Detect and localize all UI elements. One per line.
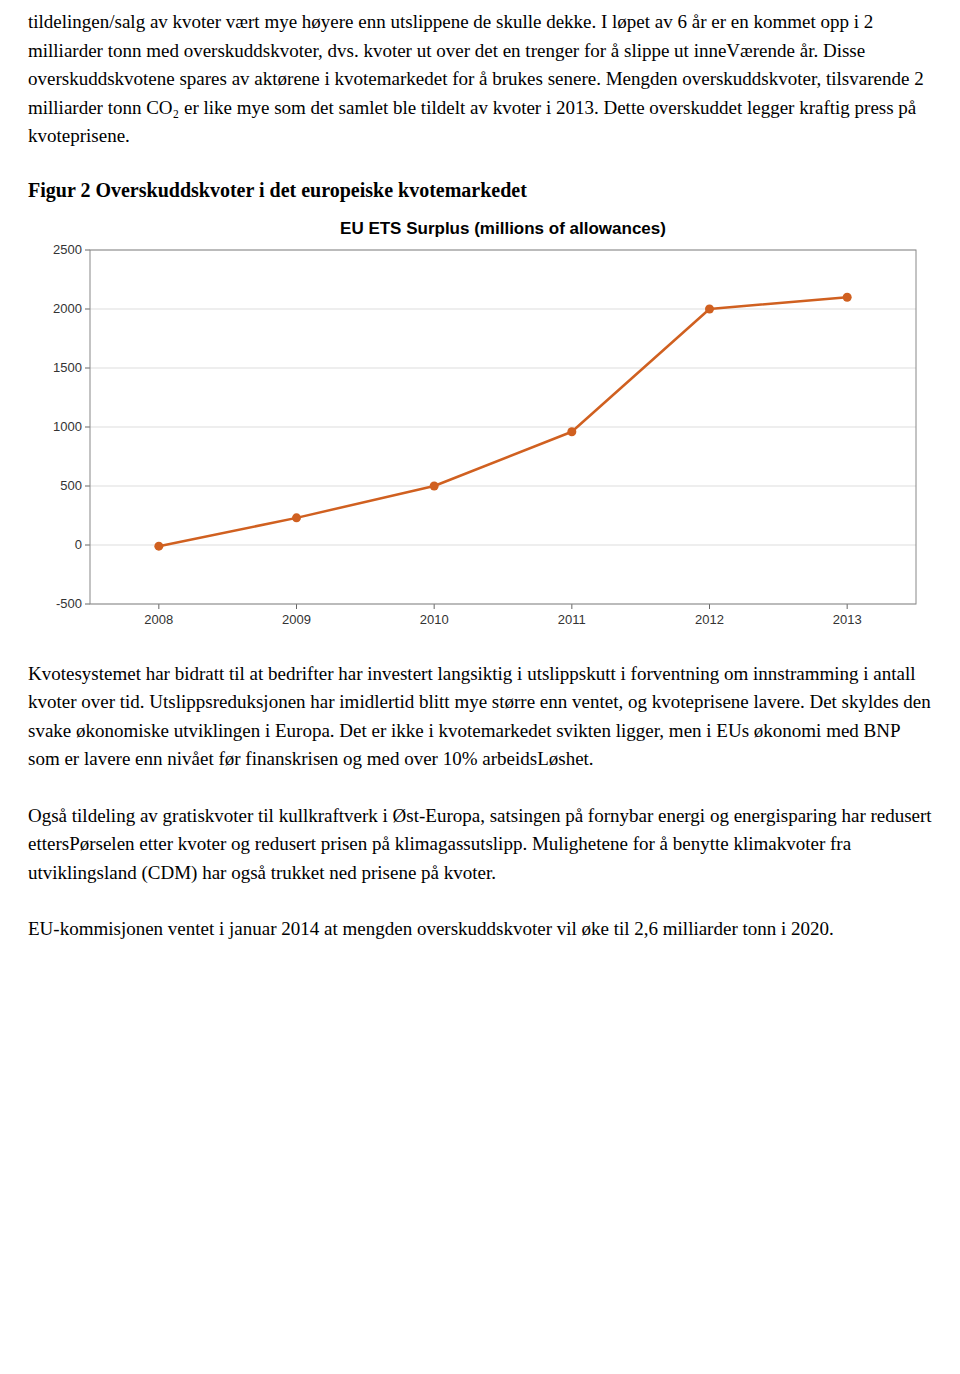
paragraph: EU-kommisjonen ventet i januar 2014 at m… — [28, 915, 932, 944]
x-tick-label: 2010 — [420, 612, 449, 627]
y-tick-label: 1000 — [53, 419, 82, 434]
y-tick — [85, 603, 90, 604]
x-tick — [571, 604, 572, 609]
y-tick-label: 1500 — [53, 360, 82, 375]
grid-line — [90, 426, 916, 427]
y-tick — [85, 249, 90, 250]
y-tick — [85, 485, 90, 486]
x-tick — [709, 604, 710, 609]
y-tick — [85, 367, 90, 368]
grid-line — [90, 308, 916, 309]
chart-title: EU ETS Surplus (millions of allowances) — [340, 219, 666, 238]
marker — [843, 292, 852, 301]
y-tick-label: -500 — [56, 596, 82, 611]
marker — [154, 541, 163, 550]
y-tick — [85, 308, 90, 309]
marker — [705, 304, 714, 313]
paragraph: Kvotesystemet har bidratt til at bedrift… — [28, 660, 932, 774]
grid-line — [90, 485, 916, 486]
line — [159, 297, 847, 546]
x-tick-label: 2011 — [558, 612, 586, 627]
y-tick-label: 500 — [60, 478, 82, 493]
x-tick — [434, 604, 435, 609]
paragraph: Også tildeling av gratiskvoter til kullk… — [28, 802, 932, 888]
marker — [567, 427, 576, 436]
page: tildelingen/salg av kvoter vært mye høye… — [0, 0, 960, 944]
y-tick-label: 2000 — [53, 301, 82, 316]
y-tick — [85, 544, 90, 545]
y-tick-label: 0 — [75, 537, 82, 552]
chart: EU ETS Surplus (millions of allowances) -… — [28, 210, 932, 640]
grid-line — [90, 367, 916, 368]
x-tick — [296, 604, 297, 609]
marker — [430, 481, 439, 490]
plot-area — [154, 292, 851, 550]
x-tick — [847, 604, 848, 609]
y-tick-label: 2500 — [53, 242, 82, 257]
x-tick-label: 2009 — [282, 612, 311, 627]
x-tick-label: 2008 — [144, 612, 173, 627]
plot-frame — [90, 250, 916, 604]
paragraph: tildelingen/salg av kvoter vært mye høye… — [28, 8, 932, 151]
y-tick — [85, 426, 90, 427]
x-tick-label: 2013 — [833, 612, 862, 627]
grid-line — [90, 544, 916, 545]
x-tick-label: 2012 — [695, 612, 724, 627]
marker — [292, 513, 301, 522]
x-tick — [158, 604, 159, 609]
figure-label: Figur 2 Overskuddskvoter i det europeisk… — [28, 179, 932, 202]
